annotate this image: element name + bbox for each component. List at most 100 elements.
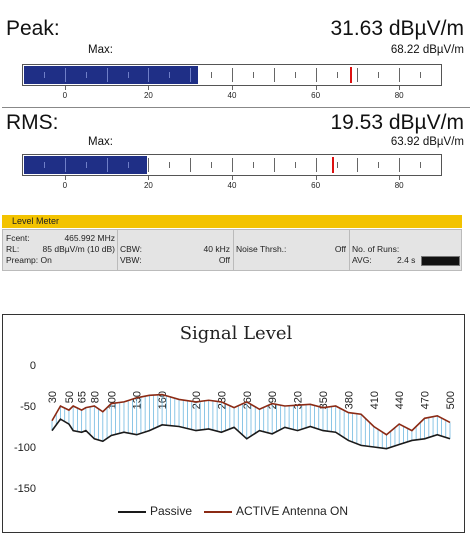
- peak-max-marker: [349, 67, 352, 83]
- fcent-value: 465.992 MHz: [64, 233, 115, 243]
- peak-meter-tick: [357, 68, 359, 82]
- vbw-value: Off: [218, 255, 230, 265]
- legend-active-label: ACTIVE Antenna ON: [236, 504, 349, 518]
- rms-meter-tick: [378, 162, 380, 168]
- rms-scale-tick: [64, 176, 66, 180]
- peak-meter-tick: [169, 72, 171, 78]
- peak-scale-tick: [315, 86, 317, 90]
- peak-scale: 0 20 40 60 80: [22, 86, 442, 106]
- peak-scale-tick: [64, 86, 66, 90]
- chart-title: Signal Level: [179, 323, 293, 344]
- peak-scale-tick: [148, 86, 150, 90]
- peak-scale-label: 20: [143, 91, 153, 100]
- rms-scale-label: 20: [143, 181, 153, 190]
- rms-meter-tick: [106, 158, 108, 172]
- peak-meter-tick: [211, 72, 213, 78]
- y-tick-label: -50: [20, 401, 36, 413]
- legend-passive-swatch: [118, 511, 146, 513]
- legend-passive-label: Passive: [150, 504, 193, 518]
- peak-meter-tick: [232, 68, 233, 82]
- fcent-label: Fcent:: [6, 233, 30, 243]
- rms-max-value: 63.92 dBµV/m: [390, 136, 464, 148]
- rms-scale-label: 0: [62, 181, 68, 190]
- rms-label: RMS:: [6, 111, 59, 134]
- x-tick-label: 50: [64, 391, 76, 403]
- rms-scale-tick: [399, 176, 401, 180]
- avg-progress-indicator: [421, 256, 460, 266]
- peak-scale-tick: [399, 86, 401, 90]
- preamp-status: Preamp: On: [6, 255, 52, 265]
- avg-value: 2.4 s: [397, 255, 416, 265]
- x-tick-label: 200: [191, 391, 203, 409]
- x-tick-label: 230: [216, 391, 228, 409]
- rms-meter-tick: [190, 158, 192, 172]
- rms-meter-tick: [399, 158, 401, 172]
- peak-level-fill: [24, 66, 198, 84]
- rms-scale-tick: [315, 176, 317, 180]
- x-tick-label: 260: [242, 391, 254, 409]
- noise-threshold-value: Off: [334, 244, 346, 254]
- rms-meter-tick: [148, 158, 150, 172]
- rms-meter-tick: [211, 162, 213, 168]
- peak-meter-tick: [420, 72, 422, 78]
- x-tick-label: 470: [420, 391, 432, 409]
- rms-meter-tick: [420, 162, 422, 168]
- rms-meter-tick: [273, 158, 275, 172]
- peak-meter-tick: [378, 72, 380, 78]
- peak-meter-tick: [294, 72, 296, 78]
- level-meter-title: Level Meter: [12, 216, 60, 226]
- rms-meter-tick: [64, 158, 66, 172]
- peak-meter-tick: [85, 72, 87, 78]
- peak-level-bar: [22, 64, 442, 86]
- rms-meter-tick: [336, 162, 338, 168]
- peak-meter-tick: [106, 68, 108, 82]
- peak-scale-label: 40: [227, 91, 237, 100]
- rms-meter-tick: [357, 158, 359, 172]
- x-tick-label: 130: [132, 391, 144, 409]
- x-tick-label: 440: [394, 391, 406, 409]
- x-tick-label: 65: [77, 391, 89, 403]
- noise-threshold-label: Noise Thrsh.:: [236, 244, 287, 254]
- peak-meter-tick: [273, 68, 275, 82]
- x-tick-label: 290: [267, 391, 279, 409]
- x-tick-label: 30: [47, 391, 59, 403]
- rms-meter-tick: [43, 162, 45, 168]
- x-tick-label: 320: [293, 391, 305, 409]
- rms-scale-label: 60: [311, 181, 321, 190]
- legend-active-swatch: [204, 511, 232, 513]
- x-tick-label: 80: [89, 391, 101, 403]
- y-tick-label: 0: [30, 360, 36, 372]
- rms-max-label: Max:: [88, 136, 113, 148]
- chart-frame: [2, 314, 465, 533]
- peak-meter-tick: [127, 72, 129, 78]
- peak-meter-tick: [399, 68, 401, 82]
- avg-label: AVG:: [352, 255, 372, 265]
- rms-meter-tick: [127, 162, 129, 168]
- x-tick-label: 380: [343, 391, 355, 409]
- rms-scale-tick: [148, 176, 150, 180]
- y-tick-label: -150: [14, 483, 36, 495]
- series-line-passive: [51, 418, 451, 450]
- y-tick-label: -100: [14, 442, 36, 454]
- peak-meter-tick: [148, 68, 150, 82]
- level-meter-titlebar: [2, 215, 462, 228]
- rms-meter-tick: [252, 162, 254, 168]
- peak-meter-tick: [252, 72, 254, 78]
- peak-meter-tick: [43, 72, 45, 78]
- peak-value: 31.63 dBµV/m: [330, 17, 464, 40]
- rms-meter-tick: [85, 162, 87, 168]
- rms-meter-tick: [315, 158, 317, 172]
- rms-scale-label: 40: [227, 181, 237, 190]
- vbw-label: VBW:: [120, 255, 142, 265]
- rms-max-marker: [331, 157, 334, 173]
- peak-scale-tick: [232, 86, 233, 90]
- x-tick-label: 410: [369, 391, 381, 409]
- peak-meter-tick: [64, 68, 66, 82]
- cbw-value: 40 kHz: [203, 244, 230, 254]
- rms-scale: 0 20 40 60 80: [22, 176, 442, 196]
- rl-label: RL:: [6, 244, 20, 254]
- peak-meter-tick: [336, 72, 338, 78]
- rms-meter-tick: [294, 162, 296, 168]
- cbw-label: CBW:: [120, 244, 143, 254]
